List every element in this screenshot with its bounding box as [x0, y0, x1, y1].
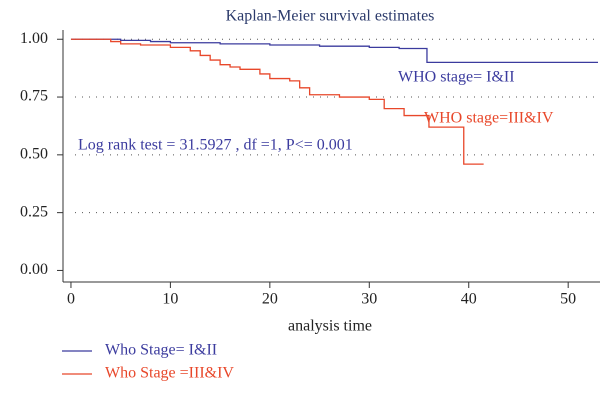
annotation: WHO stage=III&IV	[424, 110, 554, 127]
x-tick-label: 50	[560, 291, 576, 308]
x-tick-label: 0	[67, 291, 75, 308]
y-tick-label: 0.00	[20, 261, 48, 278]
survival-curve	[70, 38, 599, 64]
y-tick-label: 0.75	[20, 88, 48, 105]
y-tick-label: 0.25	[20, 203, 48, 220]
x-tick-label: 20	[262, 291, 278, 308]
x-tick-label: 10	[162, 291, 178, 308]
x-tick-label: 40	[461, 291, 477, 308]
legend-label: Who Stage =III&IV	[105, 365, 234, 382]
survival-curve	[70, 38, 484, 165]
x-axis-label: analysis time	[288, 318, 372, 335]
annotation: WHO stage= I&II	[398, 69, 515, 86]
annotation: Log rank test = 31.5927 , df =1, P<= 0.0…	[78, 137, 353, 154]
chart-title: Kaplan-Meier survival estimates	[226, 8, 435, 25]
y-tick-label: 1.00	[20, 30, 48, 47]
x-tick-label: 30	[361, 291, 377, 308]
legend-label: Who Stage= I&II	[105, 342, 217, 359]
y-tick-label: 0.50	[20, 146, 48, 163]
